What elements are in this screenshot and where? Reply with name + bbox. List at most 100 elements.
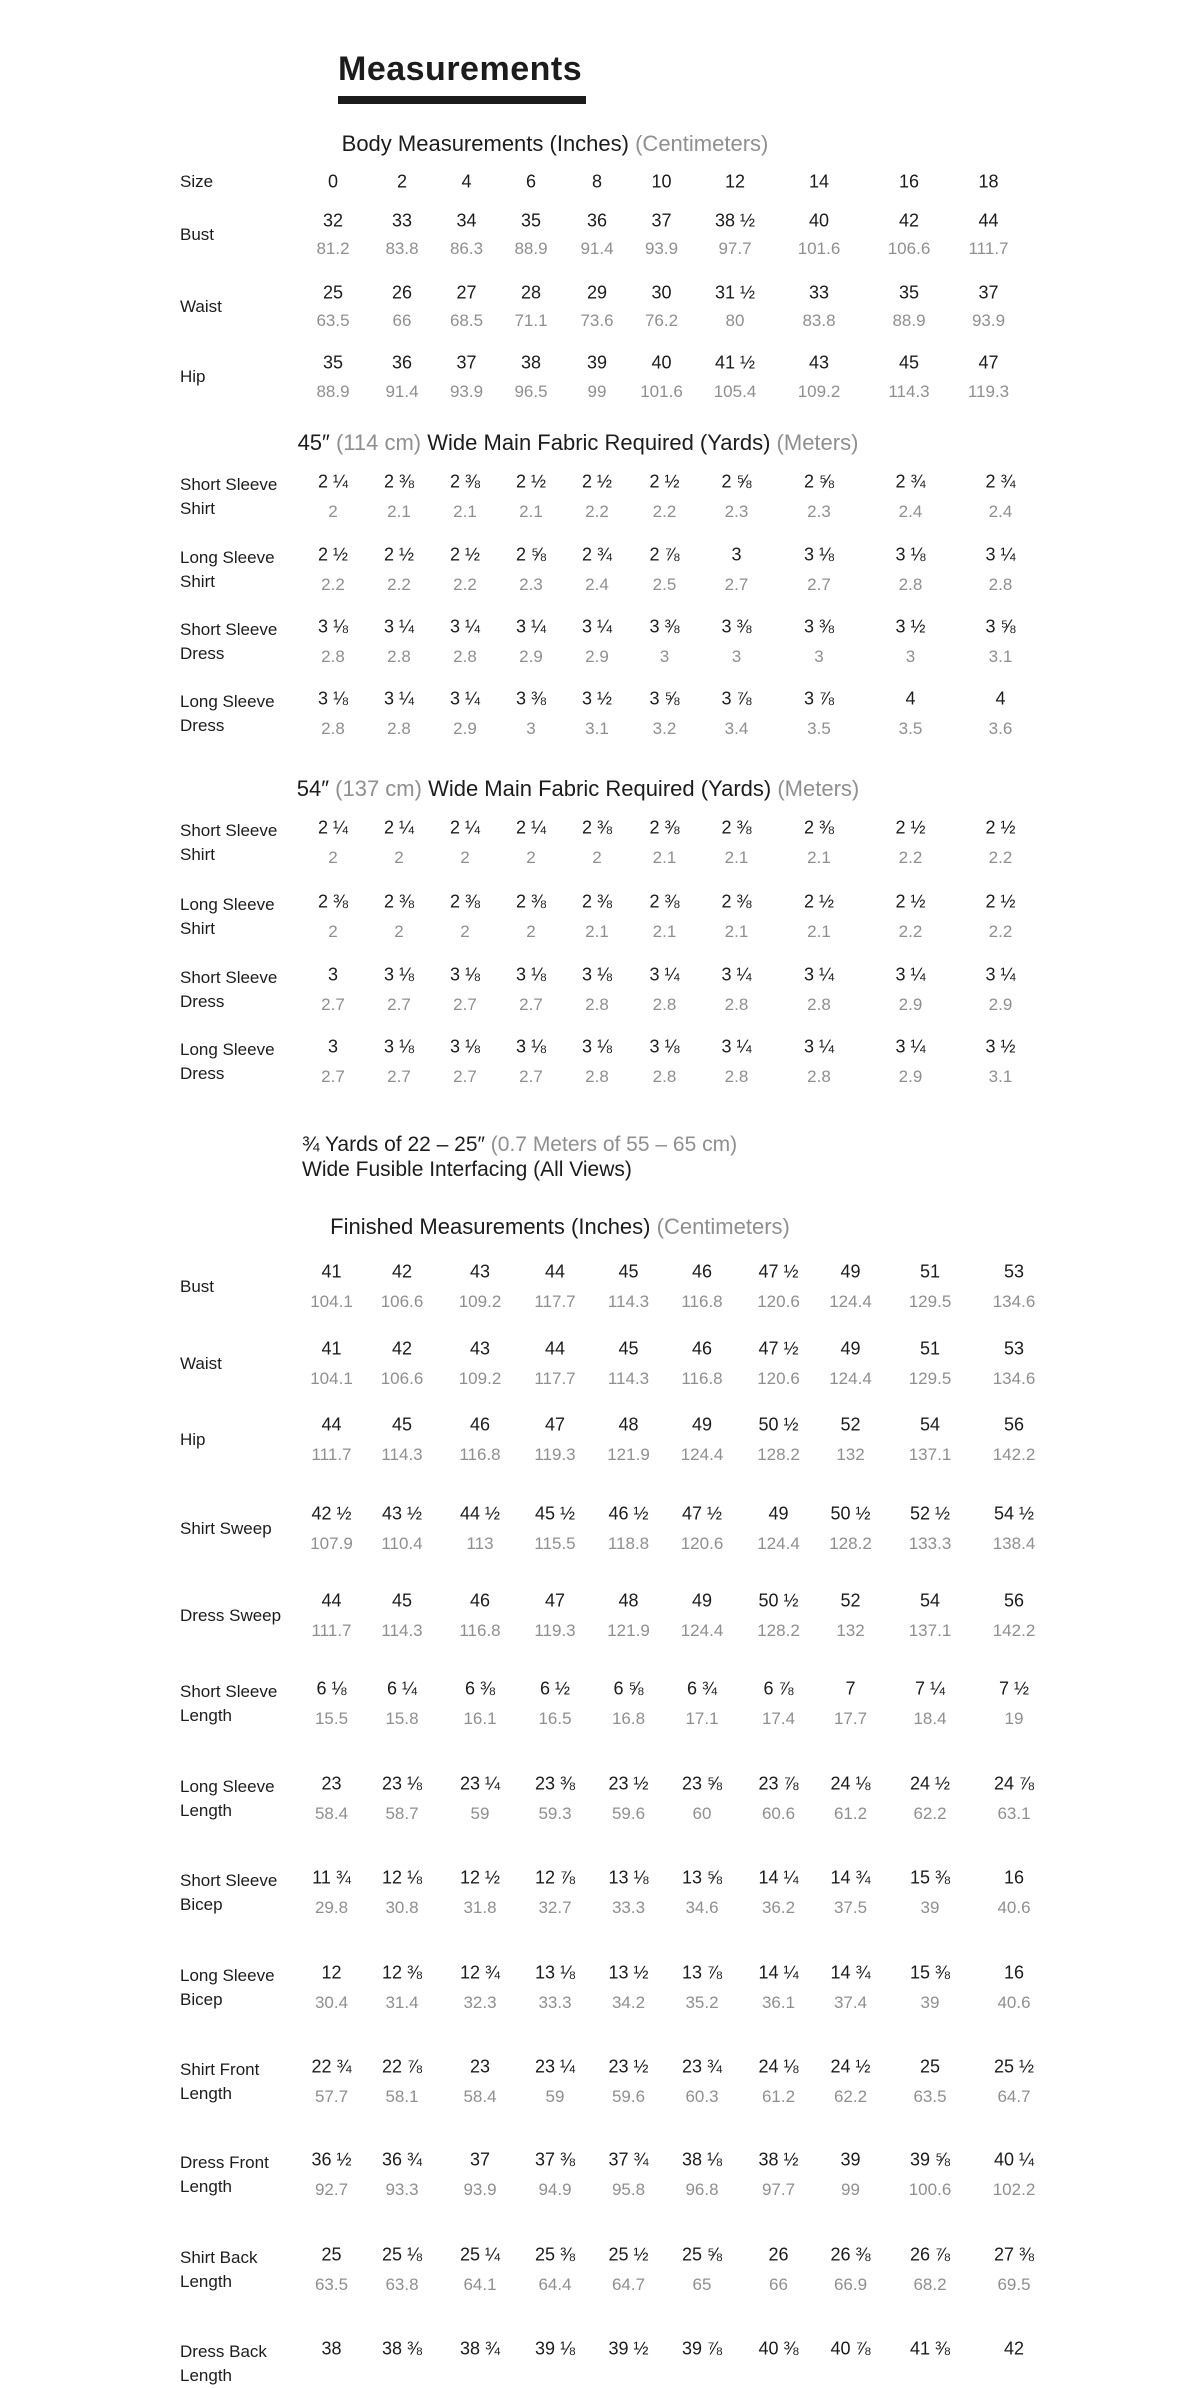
inches-cell: 7 xyxy=(845,1678,856,1699)
cm-cell: 132 xyxy=(836,1445,865,1464)
inches-cell: 3 ¼ xyxy=(895,1036,926,1057)
inches-cell: 38 ¾ xyxy=(459,2338,501,2359)
cm-cell: 142.2 xyxy=(992,1620,1036,1640)
cm-cell: 64.1 xyxy=(463,2274,497,2294)
cm-cell: 106.6 xyxy=(887,239,931,258)
inches-cell: 53 xyxy=(1003,1261,1025,1282)
cm-cell: 3.1 xyxy=(585,719,609,738)
inches-cell: 37 xyxy=(978,282,999,302)
cm-cell: 63.8 xyxy=(385,2274,419,2294)
cm-cell: 2.1 xyxy=(724,921,749,941)
row-label: Hip xyxy=(180,1430,206,1449)
cm-cell: 2.8 xyxy=(585,995,609,1014)
cm-cell: 2 xyxy=(328,848,338,867)
cm-cell: 91.4 xyxy=(385,381,419,401)
fabric-54-heading: 54″ (137 cm) Wide Main Fabric Required (… xyxy=(297,776,859,802)
inches-cell: 15 ⅜ xyxy=(909,1962,951,1982)
cm-cell: 102.2 xyxy=(992,2180,1036,2199)
inches-cell: 39 ½ xyxy=(608,2338,649,2359)
cm-cell: 115.5 xyxy=(534,1533,576,1553)
cm-cell: 117.7 xyxy=(534,1292,576,1311)
cm-cell: 2.7 xyxy=(387,995,411,1014)
inches-cell: 2 ⅜ xyxy=(383,471,415,491)
inches-cell: 3 ⅛ xyxy=(449,1036,481,1057)
inches-cell: 25 ⅛ xyxy=(381,2244,423,2264)
cm-cell: 109.2 xyxy=(458,1292,502,1311)
inches-cell: 3 ¼ xyxy=(515,616,547,637)
cm-cell: 2.4 xyxy=(898,501,923,521)
inches-cell: 45 xyxy=(391,1590,413,1610)
cm-cell: 119.3 xyxy=(534,1620,576,1640)
inches-cell: 14 ¾ xyxy=(830,1867,871,1888)
row-label: Bust xyxy=(180,224,215,244)
inches-cell: 39 xyxy=(586,352,608,373)
inches-cell: 26 ⅞ xyxy=(909,2244,951,2264)
inches-cell: 3 ⅜ xyxy=(721,616,752,637)
inches-cell: 3 ⅛ xyxy=(383,964,415,985)
cm-cell: 104.1 xyxy=(310,1368,353,1388)
cm-cell: 106.6 xyxy=(380,1368,424,1388)
inches-cell: 24 ⅛ xyxy=(758,2056,799,2077)
inches-cell: 38 ½ xyxy=(758,2149,799,2170)
inches-cell: 2 ½ xyxy=(985,891,1016,911)
inches-cell: 39 ⅝ xyxy=(909,2149,951,2170)
row-label: Dress Back Length xyxy=(180,2342,267,2385)
cm-cell: 61.2 xyxy=(833,1803,868,1823)
inches-cell: 13 ⅛ xyxy=(534,1962,576,1982)
inches-cell: 36 ¾ xyxy=(381,2149,423,2170)
size-header-cell: 2 xyxy=(396,171,408,191)
cm-cell: 3.1 xyxy=(988,647,1013,666)
inches-cell: 30 xyxy=(651,282,672,302)
size-header-cell: 14 xyxy=(808,171,830,191)
inches-cell: 52 ½ xyxy=(909,1503,951,1523)
cm-cell: 17.7 xyxy=(833,1709,868,1728)
cm-cell: 96.8 xyxy=(685,2180,719,2199)
row-label: Long Sleeve Length xyxy=(180,1776,275,1820)
cm-cell: 2 xyxy=(328,501,338,521)
inches-cell: 2 ⅜ xyxy=(803,817,835,838)
cm-cell: 93.9 xyxy=(971,311,1006,330)
inches-cell: 41 xyxy=(321,1261,342,1282)
cm-cell: 128.2 xyxy=(829,1533,872,1553)
inches-cell: 3 ⅛ xyxy=(649,1036,680,1057)
inches-cell: 44 xyxy=(321,1414,342,1435)
cm-cell: 81.2 xyxy=(316,239,350,258)
row-label: Long Sleeve Shirt xyxy=(180,548,275,591)
cm-cell: 120.6 xyxy=(757,1368,800,1388)
cm-cell: 2.2 xyxy=(988,921,1013,941)
inches-cell: 12 ⅞ xyxy=(534,1867,576,1888)
inches-cell: 38 xyxy=(321,2338,342,2359)
size-header-cell: 18 xyxy=(978,171,999,191)
cm-cell: 18.4 xyxy=(913,1709,947,1728)
inches-cell: 32 xyxy=(322,210,344,230)
cm-cell: 111.7 xyxy=(311,1620,352,1640)
inches-cell: 25 ½ xyxy=(993,2056,1035,2077)
inches-cell: 29 xyxy=(586,282,608,302)
inches-cell: 3 ¼ xyxy=(383,688,415,709)
inches-cell: 52 xyxy=(840,1414,861,1435)
inches-cell: 12 ½ xyxy=(459,1867,501,1888)
cm-cell: 40.6 xyxy=(997,1898,1031,1917)
inches-cell: 12 ⅜ xyxy=(381,1962,423,1982)
inches-cell: 2 ½ xyxy=(317,544,349,565)
cm-cell: 2.2 xyxy=(453,575,477,594)
cm-cell: 58.4 xyxy=(314,1803,349,1823)
cm-cell: 3 xyxy=(731,647,742,666)
title-underline xyxy=(338,96,586,104)
inches-cell: 43 ½ xyxy=(381,1503,423,1523)
cm-cell: 114.3 xyxy=(607,1292,650,1311)
cm-cell: 113 xyxy=(466,1533,494,1553)
cm-cell: 93.9 xyxy=(463,2180,497,2199)
size-header-cell: 10 xyxy=(651,171,672,191)
cm-cell: 66.9 xyxy=(833,2274,868,2294)
inches-cell: 12 ⅛ xyxy=(381,1867,423,1888)
inches-cell: 44 xyxy=(544,1338,566,1358)
cm-cell: 120.6 xyxy=(757,1292,800,1311)
inches-cell: 2 ⅜ xyxy=(581,891,613,911)
row-label: Dress Front Length xyxy=(180,2153,269,2196)
cm-cell: 36.1 xyxy=(761,1992,796,2012)
inches-cell: 3 ¼ xyxy=(449,616,481,637)
inches-cell: 2 ½ xyxy=(649,471,680,491)
cm-cell: 59 xyxy=(470,1803,490,1823)
heading-alt-text: (Meters) xyxy=(776,430,859,455)
